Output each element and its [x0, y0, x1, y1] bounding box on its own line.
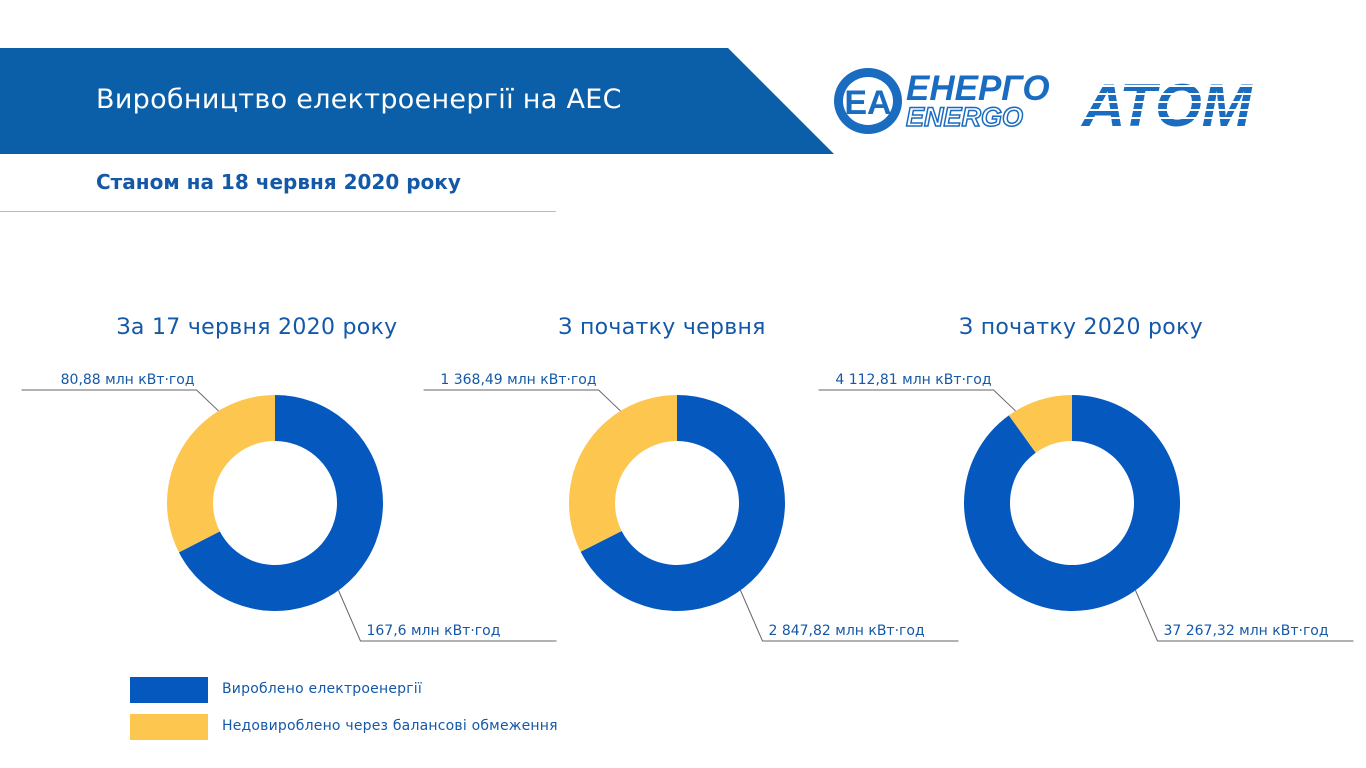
data-label-underproduced: 80,88 млн кВт·год: [61, 372, 195, 388]
logo-mark: ЕА: [844, 84, 891, 122]
leader-line-produced: [740, 590, 959, 642]
energoatom-logo: ЕА ЕНЕРГО ENERGO АТОМ: [834, 68, 1282, 138]
leader-line-produced: [1135, 590, 1354, 642]
donut-slice-produced: [963, 395, 1180, 611]
donut-slice-underproduced: [166, 395, 275, 553]
donut-slice-underproduced: [569, 395, 677, 552]
legend-label-underproduced: Недовироблено через балансові обмеження: [222, 718, 558, 734]
leader-line-underproduced: [423, 389, 621, 412]
leader-line-underproduced: [21, 389, 219, 412]
legend-swatch-produced: [130, 677, 208, 703]
data-label-produced: 37 267,32 млн кВт·год: [1163, 623, 1328, 639]
data-label-underproduced: 4 112,81 млн кВт·год: [835, 372, 991, 388]
chart-title-year: З початку 2020 року: [959, 315, 1203, 340]
donut-slice-produced: [178, 395, 383, 611]
leader-line-produced: [338, 590, 557, 642]
header-divider: [0, 211, 556, 212]
logo-line2: ENERGO: [906, 102, 1023, 132]
legend-swatch-underproduced: [130, 714, 208, 740]
data-label-produced: 167,6 млн кВт·год: [366, 623, 500, 639]
page-title: Виробництво електроенергії на АЕС: [96, 84, 622, 115]
donut-slice-produced: [580, 395, 785, 611]
page-subtitle: Станом на 18 червня 2020 року: [96, 170, 461, 194]
logo-line1: ЕНЕРГО: [906, 69, 1050, 108]
leader-line-underproduced: [818, 389, 1016, 412]
donut-slice-underproduced: [1008, 395, 1072, 453]
legend-label-produced: Вироблено електроенергії: [222, 681, 422, 697]
data-label-produced: 2 847,82 млн кВт·год: [768, 623, 924, 639]
chart-title-month: З початку червня: [558, 315, 766, 340]
logo-line3: АТОМ: [1080, 72, 1254, 138]
chart-title-day: За 17 червня 2020 року: [116, 315, 398, 340]
header-banner: [0, 48, 834, 154]
data-label-underproduced: 1 368,49 млн кВт·год: [440, 372, 596, 388]
